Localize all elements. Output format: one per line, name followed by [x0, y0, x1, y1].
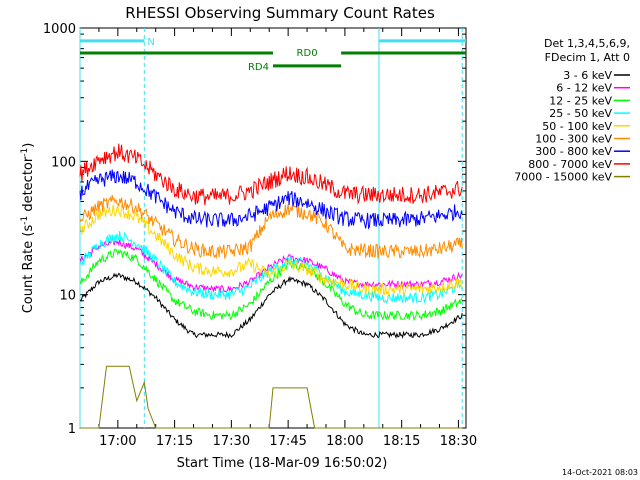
series-line — [79, 195, 463, 260]
detector-info-line-1: Det 1,3,4,5,6,9, — [544, 37, 630, 50]
y-tick-label: 10 — [59, 289, 76, 304]
flag-label-rd0: RD0 — [297, 48, 318, 59]
y-axis-label: Count Rate (s-1 detector-1) — [20, 143, 36, 314]
footer-date: 14-Oct-2021 08:03 — [562, 468, 638, 477]
legend-label: 50 - 100 keV — [542, 120, 612, 133]
x-tick-label: 18:15 — [383, 434, 420, 449]
x-tick-label: 17:15 — [156, 434, 193, 449]
x-tick-label: 17:45 — [269, 434, 306, 449]
legend-label: 300 - 800 keV — [535, 145, 612, 158]
legend-label: 25 - 50 keV — [549, 107, 612, 120]
legend-label: 800 - 7000 keV — [528, 158, 612, 171]
legend-label: 100 - 300 keV — [535, 133, 612, 146]
x-tick-label: 18:30 — [440, 434, 477, 449]
y-axis-label-superscript-1: -1 — [20, 216, 30, 225]
x-axis-label: Start Time (18-Mar-09 16:50:02) — [177, 456, 388, 471]
chart-title: RHESSI Observing Summary Count Rates — [125, 4, 435, 22]
series-line — [79, 169, 463, 230]
y-axis-label-part-2: detector — [21, 156, 36, 216]
plot-frame — [79, 27, 467, 429]
flag-label-n: N — [147, 37, 154, 48]
series-line — [79, 248, 463, 322]
series-line — [79, 272, 463, 339]
x-tick-label: 17:00 — [99, 434, 136, 449]
series-line — [79, 203, 463, 297]
legend-label: 3 - 6 keV — [563, 69, 612, 82]
y-tick-label: 1 — [68, 422, 76, 437]
y-axis-label-superscript-2: -1 — [20, 148, 30, 157]
legend-label: 12 - 25 keV — [549, 94, 612, 107]
legend-label: 6 - 12 keV — [556, 82, 612, 95]
x-tick-label: 17:30 — [213, 434, 250, 449]
x-tick-label: 18:00 — [326, 434, 363, 449]
y-tick-label: 100 — [51, 155, 76, 170]
detector-info-line-2: FDecim 1, Att 0 — [545, 51, 630, 64]
y-axis-label-part-1: Count Rate (s — [21, 225, 36, 314]
flag-label-rd4: RD4 — [248, 62, 269, 73]
y-tick-label: 1000 — [43, 22, 76, 37]
y-axis-label-part-3: ) — [21, 143, 36, 148]
legend-label: 7000 - 15000 keV — [514, 171, 612, 184]
legend: Det 1,3,4,5,6,9, FDecim 1, Att 0 3 - 6 k… — [514, 37, 630, 184]
series-line — [80, 365, 463, 429]
series-line — [79, 231, 463, 304]
plot-area: 17:00 17:15 17:30 17:45 18:00 18:15 18:30 1 10 10… — [43, 22, 477, 449]
series-line — [79, 143, 463, 206]
